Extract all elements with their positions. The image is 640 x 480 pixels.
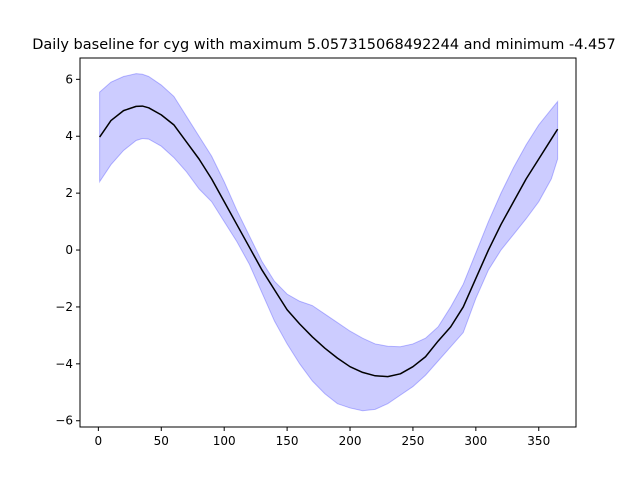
x-tick-label: 300: [464, 434, 487, 448]
y-tick-label: −6: [55, 414, 73, 428]
x-tick-label: 0: [95, 434, 103, 448]
x-tick-label: 50: [154, 434, 169, 448]
y-tick-label: 6: [65, 72, 73, 86]
series-line: [99, 105, 559, 378]
y-tick-label: 0: [65, 243, 73, 257]
chart-title: Daily baseline for cyg with maximum 5.05…: [32, 37, 615, 53]
x-tick-label: 200: [339, 434, 362, 448]
y-tick-label: −2: [55, 300, 73, 314]
x-tick-label: 100: [213, 434, 236, 448]
confidence-band: [99, 73, 559, 412]
plot-frame: [79, 57, 577, 428]
x-tick-label: 350: [527, 434, 550, 448]
x-tick-label: 150: [276, 434, 299, 448]
y-tick-label: 4: [65, 129, 73, 143]
axes: 0 50 100 150 200 250 300 350 −6 −4 −2 0 2 4 6: [55, 72, 550, 448]
y-tick-label: −4: [55, 357, 73, 371]
x-tick-label: 250: [401, 434, 424, 448]
y-tick-label: 2: [65, 186, 73, 200]
